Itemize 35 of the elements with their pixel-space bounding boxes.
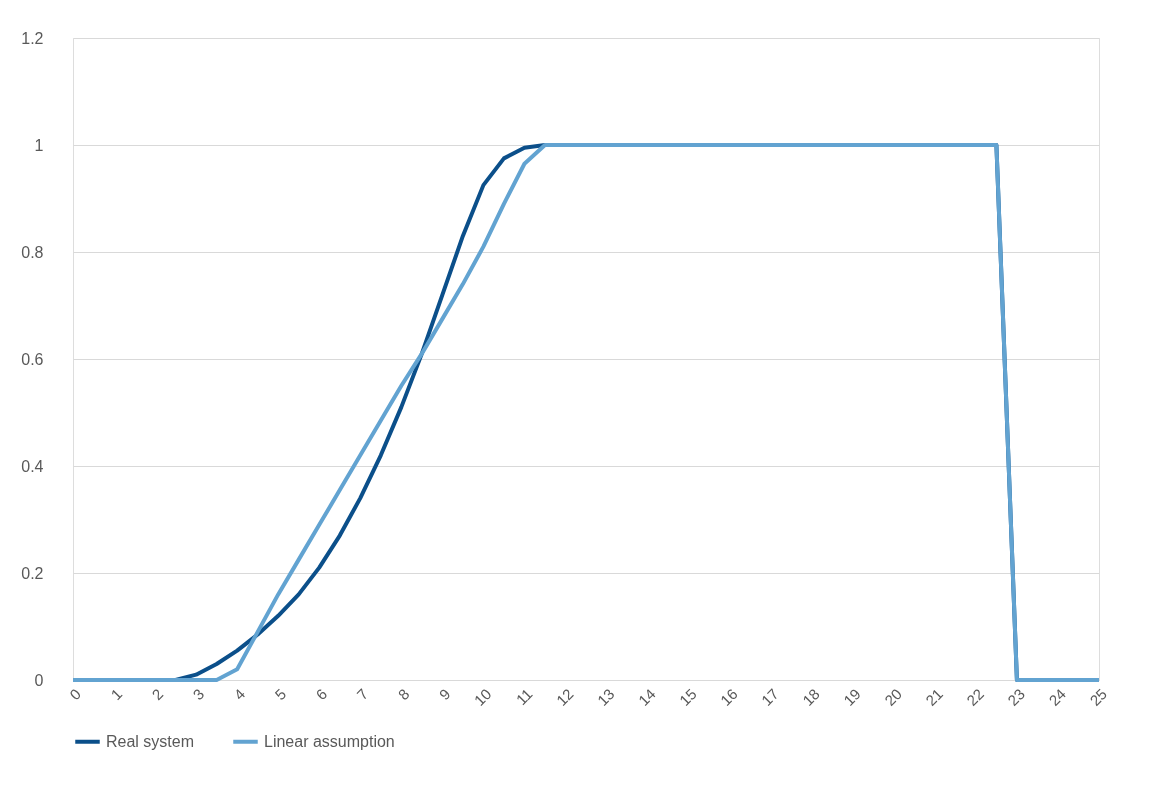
y-tick-label: 0.6 xyxy=(21,350,44,368)
x-tick-label: 14 xyxy=(634,685,659,709)
x-tick-label: 16 xyxy=(716,685,741,709)
x-tick-label: 4 xyxy=(230,685,249,704)
x-tick-label: 22 xyxy=(963,685,987,709)
legend-label: Linear assumption xyxy=(264,732,395,750)
x-tick-label: 25 xyxy=(1086,685,1111,709)
x-tick-label: 3 xyxy=(189,685,208,704)
x-tick-label: 11 xyxy=(512,685,536,709)
y-tick-label: 1 xyxy=(34,136,44,154)
x-tick-label: 19 xyxy=(840,685,864,709)
x-tick-label: 18 xyxy=(799,685,823,709)
x-tick-label: 9 xyxy=(435,685,454,704)
x-tick-label: 24 xyxy=(1045,685,1070,709)
x-tick-label: 1 xyxy=(107,685,126,704)
x-tick-label: 8 xyxy=(394,685,413,704)
y-tick-label: 0.4 xyxy=(21,457,44,475)
x-tick-label: 7 xyxy=(353,685,372,704)
x-tick-label: 15 xyxy=(675,685,700,709)
x-tick-label: 2 xyxy=(148,685,167,704)
y-tick-label: 0.8 xyxy=(21,243,44,261)
x-tick-label: 12 xyxy=(552,685,577,709)
x-tick-label: 23 xyxy=(1004,685,1029,709)
y-tick-label: 1.2 xyxy=(21,29,44,47)
x-tick-label: 13 xyxy=(593,685,618,709)
x-tick-label: 17 xyxy=(757,685,782,709)
x-tick-label: 6 xyxy=(312,685,331,704)
x-tick-label: 10 xyxy=(470,685,495,709)
x-tick-label: 21 xyxy=(922,685,946,709)
x-tick-label: 5 xyxy=(271,685,290,704)
x-tick-label: 20 xyxy=(881,685,905,709)
legend-label: Real system xyxy=(106,732,195,750)
x-tick-label: 0 xyxy=(66,685,85,704)
y-tick-label: 0 xyxy=(34,671,44,689)
y-tick-label: 0.2 xyxy=(21,564,44,582)
